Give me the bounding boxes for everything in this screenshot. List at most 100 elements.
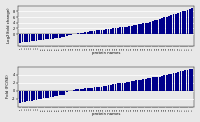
Bar [170,74,172,91]
Bar [82,89,84,91]
Bar [24,34,26,42]
Bar [101,87,102,91]
Bar [122,83,123,91]
Bar [101,30,102,34]
Bar [159,19,161,34]
Bar [161,76,163,91]
Bar [33,91,35,100]
Bar [191,8,193,34]
Bar [168,16,170,34]
Bar [31,91,33,101]
Bar [19,34,21,43]
Bar [175,73,177,91]
Bar [50,91,51,97]
Bar [103,86,105,91]
Bar [108,29,109,34]
Bar [187,70,188,91]
Bar [145,23,147,34]
Bar [119,27,121,34]
Bar [177,72,179,91]
Bar [182,11,184,34]
X-axis label: protein names: protein names [92,51,120,55]
Bar [163,17,165,34]
Bar [189,69,191,91]
Bar [50,34,51,39]
Bar [66,34,68,36]
Bar [59,91,61,95]
Y-axis label: Log2(fold change): Log2(fold change) [7,8,11,43]
Bar [89,31,91,34]
Bar [43,34,44,40]
Bar [70,34,72,35]
Bar [152,21,154,34]
Bar [82,33,84,34]
Bar [173,73,174,91]
Bar [187,10,188,34]
Bar [108,85,109,91]
Bar [115,84,116,91]
Bar [94,87,95,91]
Bar [117,28,119,34]
Bar [110,29,112,34]
Bar [38,91,40,99]
Bar [126,27,128,34]
Bar [138,80,140,91]
Bar [26,34,28,42]
Bar [131,26,133,34]
Bar [180,12,181,34]
Bar [22,91,23,102]
Bar [80,33,82,34]
Bar [52,34,54,39]
Bar [133,81,135,91]
Bar [98,87,100,91]
Bar [163,75,165,91]
Bar [122,27,123,34]
Bar [128,26,130,34]
Bar [131,81,133,91]
Bar [156,77,158,91]
Bar [47,34,49,39]
Bar [154,20,156,34]
Bar [75,89,77,91]
Bar [68,34,70,35]
Bar [177,13,179,34]
Bar [77,33,79,34]
Bar [133,25,135,34]
Bar [117,83,119,91]
Bar [96,87,98,91]
Bar [73,90,75,91]
Bar [87,88,89,91]
Bar [22,34,23,42]
Bar [161,18,163,34]
Bar [184,70,186,91]
Bar [138,24,140,34]
Bar [40,91,42,99]
Bar [61,91,63,95]
Bar [112,84,114,91]
Bar [29,91,30,101]
Bar [59,34,61,38]
Bar [191,69,193,91]
Bar [149,78,151,91]
Bar [87,32,89,34]
Bar [36,91,37,100]
Bar [66,91,68,92]
Bar [119,83,121,91]
Bar [156,20,158,34]
Bar [166,75,168,91]
Bar [166,17,168,34]
Bar [170,15,172,34]
Bar [36,34,37,41]
Bar [182,71,184,91]
Bar [145,79,147,91]
Bar [43,91,44,98]
Bar [103,30,105,34]
Bar [47,91,49,98]
Bar [89,88,91,91]
Bar [124,27,126,34]
Bar [24,91,26,102]
Bar [126,82,128,91]
Bar [180,71,181,91]
Bar [29,34,30,42]
Bar [159,77,161,91]
